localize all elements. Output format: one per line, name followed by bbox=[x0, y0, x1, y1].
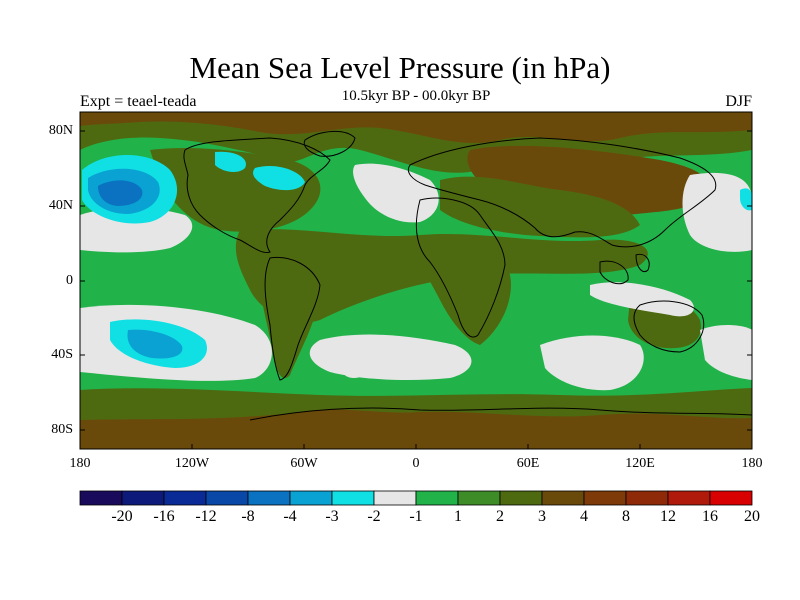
coast-philippines bbox=[635, 253, 650, 273]
lat-label-80s: 80S bbox=[51, 422, 73, 437]
lon-label-120e: 120E bbox=[625, 456, 655, 471]
lat-label-0: 0 bbox=[66, 273, 73, 288]
colorbar-swatch bbox=[583, 490, 627, 506]
coast-indonesia bbox=[599, 260, 629, 285]
axis-ticks bbox=[80, 130, 752, 449]
colorbar-label: -20 bbox=[111, 508, 133, 525]
lon-label-180w: 180 bbox=[69, 456, 91, 471]
field-antarctic-brown bbox=[80, 409, 752, 449]
lon-label-180e: 180 bbox=[741, 456, 763, 471]
colorbar-label: 2 bbox=[496, 508, 504, 525]
colorbar-swatch bbox=[499, 490, 543, 506]
colorbar-swatch bbox=[667, 490, 711, 506]
low-canada-cyan bbox=[215, 151, 246, 172]
lat-label-40s: 40S bbox=[51, 347, 73, 362]
coast-australia bbox=[633, 300, 705, 353]
field-north-brown bbox=[80, 112, 752, 143]
band-wpacific-white bbox=[682, 172, 752, 252]
colorbar-swatch bbox=[373, 490, 417, 506]
coast-antarctica bbox=[249, 407, 752, 421]
colorbar-label: -16 bbox=[153, 508, 175, 525]
colorbar-swatch bbox=[205, 490, 249, 506]
lon-label-120w: 120W bbox=[174, 456, 210, 471]
small-white-patch bbox=[344, 368, 364, 378]
colorbar-swatch bbox=[163, 490, 207, 506]
colorbar-swatch bbox=[709, 490, 753, 506]
colorbar-swatch bbox=[625, 490, 669, 506]
colorbar-label: -8 bbox=[241, 508, 255, 525]
experiment-label: Expt = teael-teada bbox=[80, 93, 197, 110]
band-natlantic-white bbox=[353, 163, 439, 223]
colorbar-label: -2 bbox=[367, 508, 381, 525]
colorbar-swatch bbox=[415, 490, 459, 506]
colorbar-label: 4 bbox=[580, 508, 588, 525]
colorbar-label: 8 bbox=[622, 508, 630, 525]
colorbar-label: 20 bbox=[744, 508, 760, 525]
colorbar-label: -12 bbox=[195, 508, 217, 525]
low-spacific-lightblue bbox=[127, 329, 183, 359]
colorbar-swatch bbox=[457, 490, 501, 506]
colorbar-swatch bbox=[79, 490, 123, 506]
coast-south-america bbox=[264, 256, 321, 381]
colorbar-swatch bbox=[247, 490, 291, 506]
colorbar-swatch bbox=[289, 490, 333, 506]
low-hudson-cyan bbox=[253, 165, 305, 191]
colorbar-label: 1 bbox=[454, 508, 462, 525]
lon-label-60w: 60W bbox=[290, 456, 318, 471]
chart-title: Mean Sea Level Pressure (in hPa) bbox=[189, 50, 611, 85]
season-label: DJF bbox=[725, 93, 752, 110]
colorbar bbox=[79, 490, 753, 506]
coastlines bbox=[183, 131, 752, 421]
band-tasman-white bbox=[700, 325, 752, 380]
field-africa-olive bbox=[419, 236, 511, 345]
coast-greenland bbox=[303, 131, 356, 157]
colorbar-swatch bbox=[541, 490, 585, 506]
low-npacific-blue bbox=[98, 180, 143, 206]
lat-label-40n: 40N bbox=[48, 198, 73, 213]
map-field bbox=[80, 112, 752, 449]
lat-label-80n: 80N bbox=[48, 123, 73, 138]
colorbar-swatch bbox=[331, 490, 375, 506]
field-samerica-olive bbox=[258, 250, 320, 379]
colorbar-label: -4 bbox=[283, 508, 297, 525]
colorbar-label: -3 bbox=[325, 508, 339, 525]
period-label: 10.5kyr BP - 00.0kyr BP bbox=[341, 88, 491, 104]
lon-label-0: 0 bbox=[412, 456, 420, 471]
coast-north-america bbox=[183, 137, 331, 254]
band-sindian-white bbox=[540, 335, 644, 391]
low-wpacific-cyan bbox=[740, 188, 752, 211]
colorbar-label: -1 bbox=[409, 508, 423, 525]
colorbar-swatch bbox=[121, 490, 165, 506]
colorbar-label: 16 bbox=[702, 508, 718, 525]
lon-label-60e: 60E bbox=[516, 456, 540, 471]
coast-eurasia bbox=[407, 137, 717, 248]
field-eurasia-olive bbox=[440, 176, 640, 238]
colorbar-label: 12 bbox=[660, 508, 676, 525]
colorbar-label: 3 bbox=[538, 508, 546, 525]
band-indian-white bbox=[590, 282, 694, 317]
coast-africa bbox=[415, 197, 506, 338]
